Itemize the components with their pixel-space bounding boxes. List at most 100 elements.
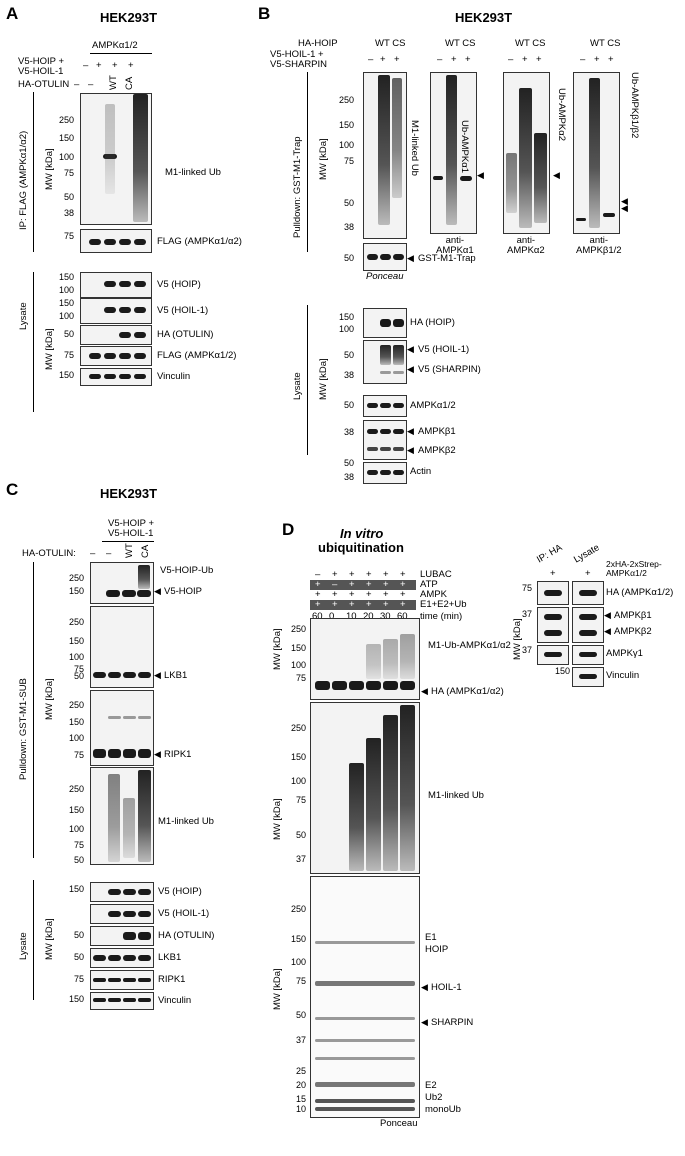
lane-a3-row1: + [112, 60, 118, 71]
condition-label: AMPK [420, 589, 447, 600]
panel-c-lys-lkb1 [90, 948, 154, 968]
panel-a-ip-bracket [33, 92, 34, 252]
panel-a-lysate-bracket [33, 272, 34, 412]
panel-c-pulldown-bracket [33, 562, 34, 858]
band [367, 254, 378, 260]
panel-c-mw-label-2: MW [kDa] [44, 918, 55, 960]
condition-value: + [366, 569, 372, 580]
panel-c-m1ub-label: M1-linked Ub [158, 816, 214, 827]
tick-d3-25: 25 [295, 1066, 306, 1076]
arrowhead-icon: ◀ [621, 203, 628, 213]
panel-a-lys-flag [80, 346, 152, 366]
tick-d2-75: 75 [295, 795, 306, 805]
panel-c-mw-label: MW [kDa] [44, 678, 55, 720]
panel-a-row2-label: V5-HOIL-1 [18, 66, 64, 77]
panel-d-ha-label: HA (AMPKα1/α2) [431, 686, 504, 697]
arrowhead-icon: ◀ [621, 196, 628, 206]
tick-d2-37: 37 [295, 854, 306, 864]
panel-c-lys-ripk1-label: RIPK1 [158, 974, 186, 985]
condition-row-background [310, 600, 416, 610]
time-value: 20 [363, 611, 374, 622]
panel-d-label: D [282, 520, 295, 539]
tick-a-lys1b: 100 [58, 285, 74, 295]
tick-c-lys5: 75 [73, 974, 84, 984]
tick-a-lys1: 150 [58, 272, 74, 282]
band [138, 749, 151, 758]
band [138, 978, 151, 982]
panel-b-blot-ampka2 [503, 72, 550, 234]
condition-value: + [383, 589, 389, 600]
band [393, 319, 404, 327]
smear [400, 634, 415, 679]
band [315, 1057, 415, 1060]
tick-c-lys6: 150 [68, 994, 84, 1004]
panel-a-lys-flag-label: FLAG (AMPKα1/2) [157, 350, 237, 361]
panel-b-pulldown-label: Pulldown: GST-M1-Trap [292, 136, 303, 238]
band [104, 281, 116, 287]
panel-d2-vinculin-lys [572, 667, 604, 687]
panel-b-lys-ampka-label: AMPKα1/2 [410, 400, 456, 411]
condition-value: + [366, 599, 372, 610]
condition-value: + [366, 579, 372, 590]
tick-c4-50: 50 [73, 855, 84, 865]
panel-d2-ha-lys [572, 581, 604, 605]
panel-a-lys-otulin [80, 325, 152, 345]
band [393, 254, 404, 260]
tick-d1-100: 100 [290, 660, 306, 670]
arrowhead-icon: ◀ [553, 170, 560, 180]
tick-d3-10: 10 [295, 1104, 306, 1114]
tick-d3-100: 100 [290, 957, 306, 967]
tick-d3-75: 75 [295, 976, 306, 986]
band [108, 889, 121, 895]
band [315, 1107, 415, 1111]
panel-b-ponceau-label: Ponceau [366, 271, 404, 282]
condition-value: + [400, 579, 406, 590]
time-value: 60 [312, 611, 323, 622]
panel-c-lys-hoip-label: V5 (HOIP) [158, 886, 202, 897]
band [119, 374, 131, 379]
panel-a-lysate-label: Lysate [18, 302, 29, 330]
tick-d3-50: 50 [295, 1010, 306, 1020]
band [89, 239, 101, 245]
tick-d3-20: 20 [295, 1080, 306, 1090]
condition-value: + [315, 599, 321, 610]
arrowhead-icon: ◀ [407, 445, 414, 455]
tick-d2-50: 50 [295, 830, 306, 840]
band [119, 307, 131, 313]
panel-d-e2-label: E2 [425, 1080, 437, 1091]
panel-b-lane-header-1: WT CS [375, 38, 406, 49]
smear [519, 88, 532, 228]
condition-value: + [349, 569, 355, 580]
band [137, 590, 151, 597]
band [104, 353, 116, 359]
smear [366, 738, 381, 871]
condition-label: ATP [420, 579, 438, 590]
panel-c-ripk1-label: RIPK1 [164, 749, 192, 760]
band [123, 911, 136, 917]
panel-d2-lane2: + [585, 568, 591, 579]
panel-b-lysate-label: Lysate [292, 372, 303, 400]
band [544, 652, 562, 657]
panel-b-blot-ampka1 [430, 72, 477, 234]
panel-a-blot-m1ub [80, 93, 152, 225]
panel-b-anti-ampkb: anti- AMPKβ1/2 [576, 235, 622, 256]
tick-d2i-75: 75 [521, 583, 532, 593]
panel-c-lys-vinculin [90, 992, 154, 1010]
tick-a-250: 250 [58, 115, 74, 125]
tick-b-lys3: 50 [343, 400, 354, 410]
panel-b-label: B [258, 4, 271, 23]
panel-d-e1-label: E1 [425, 932, 437, 943]
panel-d2-ampkb2-label: AMPKβ2 [614, 626, 652, 637]
panel-b-lys-sharpin-label: V5 (SHARPIN) [418, 364, 481, 375]
panel-d2-ampkg-ip [537, 645, 569, 665]
band [93, 955, 106, 961]
tick-c4-250: 250 [68, 784, 84, 794]
panel-d-monoub-label: monoUb [425, 1104, 461, 1115]
tick-a-38: 38 [63, 208, 74, 218]
tick-c-lys4: 50 [73, 952, 84, 962]
band [579, 590, 597, 596]
tick-c1-250: 250 [68, 573, 84, 583]
tick-b-ponceau: 50 [343, 253, 354, 263]
smear [138, 770, 151, 862]
band [93, 998, 106, 1002]
